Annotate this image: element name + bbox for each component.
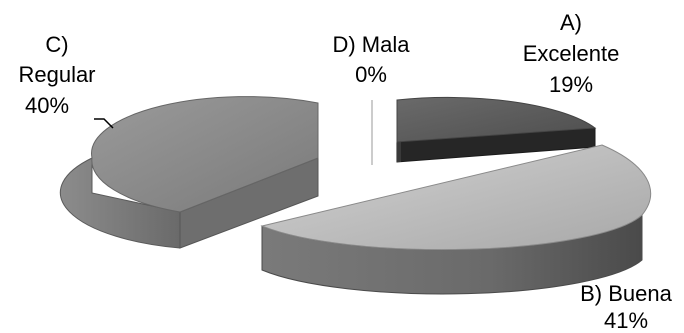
data-label-buena-line1: B) Buena [580,281,672,306]
data-label-buena-value: 41% [604,308,648,333]
pie-slice-excelente-top [396,96,597,143]
pie-slice-regular [59,96,319,249]
leader-line-regular [94,118,114,129]
data-label-excelente-value: 19% [549,72,593,97]
pie-slice-regular-top [91,96,319,213]
data-label-regular-line2: Regular [18,62,95,87]
data-label-excelente-line2: Excelente [523,41,620,66]
pie-slice-excelente [396,96,597,163]
data-label-regular-line1: C) [45,32,68,57]
data-label-excelente-line1: A) [560,10,582,35]
data-label-mala-line1: D) Mala [332,32,410,57]
pie-slice-regular-side [59,157,181,249]
data-label-mala-value: 0% [355,62,387,87]
pie-slice-buena [260,144,652,295]
pie-slice-buena-top [260,144,652,251]
data-label-regular-value: 40% [25,93,69,118]
